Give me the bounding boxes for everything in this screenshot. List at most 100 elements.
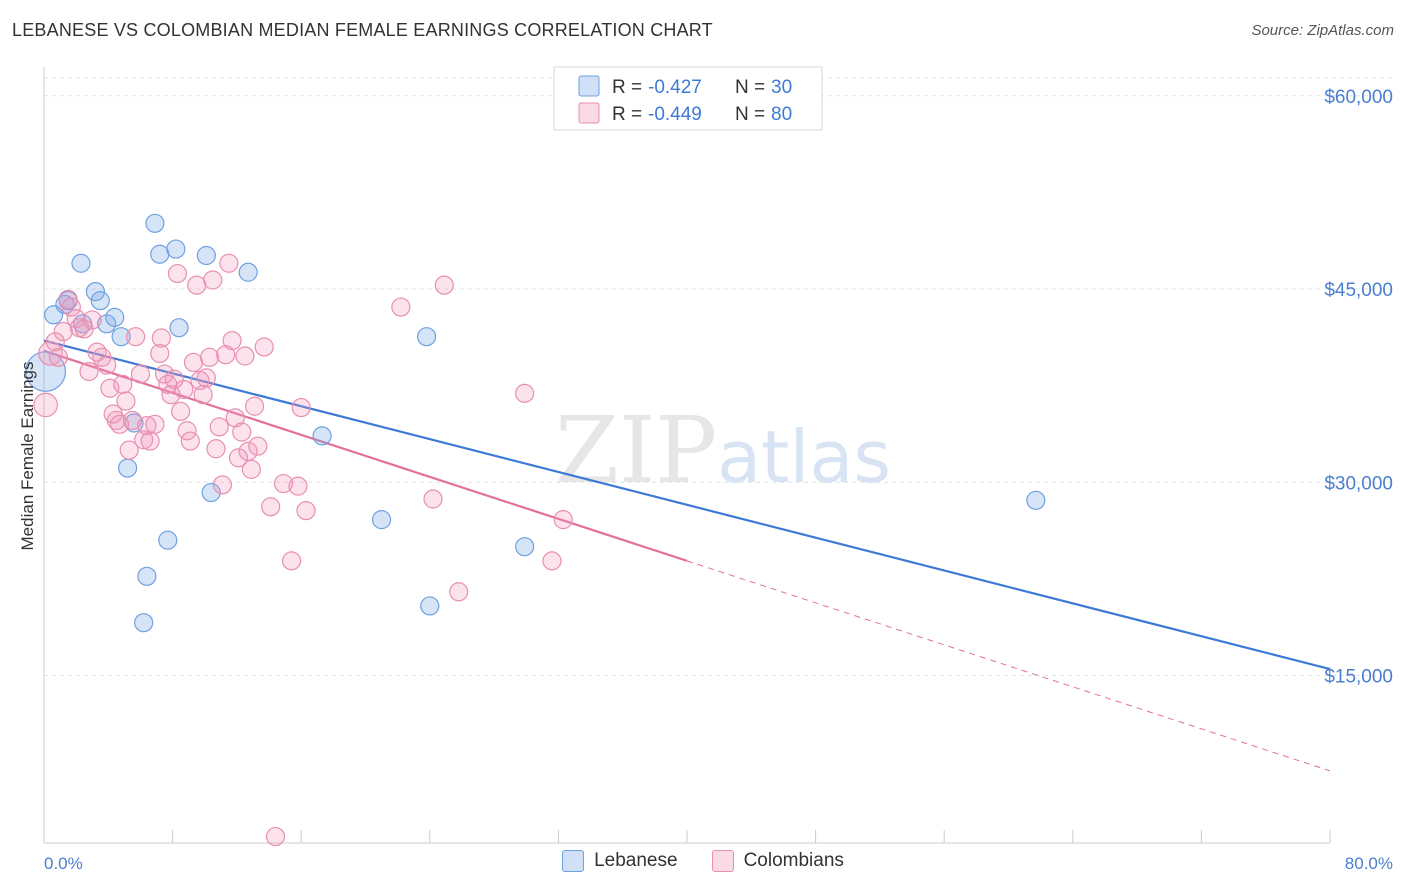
x-tick-min: 0.0% — [44, 854, 83, 873]
colombians-point — [244, 396, 265, 416]
colombians-point — [79, 361, 99, 382]
colombians-point — [241, 459, 261, 479]
legend-item-colombians[interactable]: Colombians — [711, 850, 844, 872]
colombians-point — [391, 297, 411, 317]
colombians-point — [151, 328, 171, 348]
lebanese-point — [196, 245, 216, 266]
colombians-point — [291, 397, 311, 418]
colombians-point — [288, 476, 308, 496]
lebanese-point — [90, 291, 110, 311]
lebanese-point — [137, 566, 157, 586]
colombians-point — [225, 408, 245, 428]
colombians-point — [82, 310, 102, 330]
colombians-point — [449, 582, 469, 602]
colombians-point — [119, 440, 139, 460]
colombians-point — [261, 497, 281, 517]
colombians-swatch — [711, 850, 734, 872]
colombians-point — [553, 510, 573, 530]
lebanese-point — [134, 613, 154, 633]
colombians-point — [130, 364, 151, 384]
y-tick-label: $60,000 — [1324, 87, 1393, 108]
legend-label-lebanese: Lebanese — [594, 850, 678, 871]
colombians-point — [222, 330, 242, 351]
colombians-point — [150, 343, 170, 364]
legend-swatch-colombians — [578, 102, 600, 124]
lebanese-point — [201, 482, 221, 503]
colombians-point — [183, 352, 204, 373]
colombians-point — [53, 321, 73, 342]
source-label: Source: ZipAtlas.com — [1251, 22, 1394, 39]
colombians-point — [209, 417, 229, 437]
colombians-point — [122, 410, 143, 431]
colombians-point — [137, 415, 157, 436]
colombians-point — [206, 439, 226, 459]
colombians-point — [61, 297, 81, 317]
legend-swatch-lebanese — [578, 75, 600, 97]
colombians-point — [423, 489, 443, 509]
series-legend: Lebanese Colombians — [0, 850, 1406, 872]
lebanese-point — [158, 530, 178, 550]
lebanese-point — [169, 318, 189, 338]
lebanese-point — [166, 239, 186, 259]
legend-r-label: R = — [612, 77, 642, 98]
legend-n-label: N = — [735, 104, 765, 125]
lebanese-point — [25, 351, 67, 392]
lebanese-point — [111, 327, 131, 347]
colombians-point — [296, 501, 316, 521]
legend-n-value: 30 — [771, 77, 792, 98]
colombians-point — [265, 826, 286, 847]
colombians-point — [177, 421, 197, 441]
colombians-point — [180, 431, 200, 451]
colombians-point — [116, 391, 136, 411]
colombians-point — [273, 473, 294, 494]
lebanese-point — [150, 244, 170, 264]
legend-r-label: R = — [612, 104, 642, 125]
colombians-point — [33, 392, 58, 418]
colombians-point — [187, 275, 207, 295]
lebanese-point — [71, 253, 91, 273]
lebanese-point — [515, 537, 535, 557]
colombians-point — [45, 332, 65, 352]
colombians-point — [145, 414, 165, 434]
lebanese-point — [105, 307, 125, 327]
lebanese-point — [312, 426, 332, 446]
x-tick-max: 80.0% — [1345, 854, 1393, 873]
colombians-point — [48, 347, 69, 367]
gridlines — [44, 77, 1393, 677]
colombians-point — [164, 369, 184, 389]
lebanese-point — [117, 458, 138, 478]
legend-item-lebanese[interactable]: Lebanese — [562, 850, 678, 872]
colombians-point — [174, 379, 194, 400]
lebanese-point — [238, 262, 258, 282]
legend-label-colombians: Colombians — [743, 850, 844, 871]
colombians-point — [281, 551, 302, 571]
colombians-point — [196, 368, 216, 388]
colombians-point — [248, 436, 268, 456]
legend-r-value: -0.427 — [648, 77, 702, 98]
lebanese-point — [420, 596, 440, 616]
lebanese-point — [145, 213, 165, 233]
colombians-point — [113, 374, 133, 394]
legend-r-value: -0.449 — [648, 104, 702, 125]
legend-n-label: N = — [735, 77, 765, 98]
colombians-trend-line — [43, 349, 688, 562]
colombians-point — [154, 364, 175, 384]
y-tick-label: $45,000 — [1324, 280, 1393, 301]
zipatlas-watermark: ZIP atlas — [555, 397, 891, 504]
y-tick-label: $15,000 — [1324, 667, 1393, 688]
lebanese-trend-line — [43, 339, 1331, 671]
colombians-point — [97, 355, 117, 375]
colombians-point — [228, 448, 249, 468]
colombians-point — [515, 383, 535, 403]
colombians-point — [167, 263, 188, 284]
colombians-point — [100, 378, 120, 398]
trend-lines — [43, 339, 1331, 772]
y-ticks: $15,000 $30,000 $45,000 $60,000 — [1324, 87, 1393, 688]
legend-box: R = -0.427 N = 30 R = -0.449 N = 80 — [553, 66, 823, 131]
colombians-point — [171, 401, 191, 422]
colombians-point — [254, 337, 274, 357]
colombians-point — [58, 289, 78, 309]
legend-n-value: 80 — [771, 104, 792, 125]
lebanese-point — [85, 281, 106, 302]
